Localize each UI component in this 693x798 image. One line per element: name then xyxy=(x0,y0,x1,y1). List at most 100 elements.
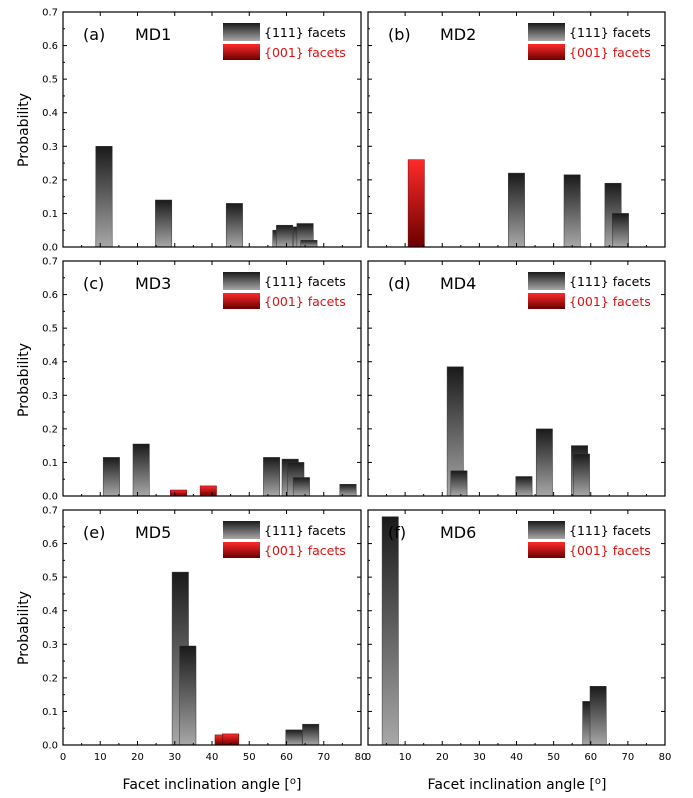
panel-f: 0 10 20 30 40 50 60 70 80 (f) MD6 {111} facets {001}… xyxy=(365,509,672,763)
y-tick-label: 0.0 xyxy=(42,492,58,503)
panel-a: 0.0 0.1 0.2 0.3 0.4 0.5 0.6 0.7 (a) MD1 {111} face… xyxy=(42,8,362,254)
bar-111-facet xyxy=(535,428,553,497)
x-axis-label-close: ] xyxy=(296,777,301,793)
legend-label-111: {111} facets xyxy=(264,523,346,538)
y-tick-label: 0.1 xyxy=(42,458,58,469)
bar-111-facet xyxy=(450,470,468,497)
bar-111-facet xyxy=(589,686,607,746)
x-axis-label-unit: o xyxy=(595,776,601,787)
legend-swatch-001 xyxy=(528,542,565,558)
legend-swatch-001 xyxy=(528,44,565,60)
bar-111-facet xyxy=(612,213,629,248)
y-tick-label: 0.2 xyxy=(42,424,58,435)
x-tick-label: 40 xyxy=(510,752,523,763)
y-tick-label: 0.6 xyxy=(42,41,58,52)
bar-111-facet xyxy=(179,645,197,746)
panel-label: (f) xyxy=(388,523,406,542)
x-tick-label: 40 xyxy=(206,752,219,763)
x-tick-label: 10 xyxy=(399,752,412,763)
bar-111-facet xyxy=(263,457,281,497)
x-axis-label-text: Facet inclination angle [ xyxy=(428,777,595,793)
bar-111-facet xyxy=(515,476,533,497)
panel-label: (a) xyxy=(83,25,105,44)
legend-label-111: {111} facets xyxy=(264,274,346,289)
bar-111-facet xyxy=(292,477,310,497)
legend-swatch-111 xyxy=(223,272,260,290)
x-axis-label-close: ] xyxy=(601,777,606,793)
y-tick-label: 0.4 xyxy=(42,108,58,119)
x-axis-label-left: Facet inclination angle [o] xyxy=(123,776,302,793)
panel-grid: 0.0 0.1 0.2 0.3 0.4 0.5 0.6 0.7 (a) MD1 {111} face… xyxy=(42,8,671,764)
x-axis-label-right: Facet inclination angle [o] xyxy=(428,776,607,793)
y-axis-label-bottom: Probability xyxy=(16,591,32,665)
x-tick-label: 60 xyxy=(280,752,293,763)
bar-001-facet xyxy=(407,159,425,248)
bar-111-facet xyxy=(155,199,173,248)
legend-swatch-111 xyxy=(528,272,565,290)
y-tick-label: 0.0 xyxy=(42,741,58,752)
bar-111-facet xyxy=(102,457,120,497)
legend-label-001: {001} facets xyxy=(569,294,651,309)
legend-swatch-111 xyxy=(223,521,260,539)
bar-111-facet xyxy=(563,174,581,248)
panel-label: (b) xyxy=(388,25,411,44)
panel-label: (e) xyxy=(83,523,105,542)
y-tick-label: 0.3 xyxy=(42,391,58,402)
legend-swatch-111 xyxy=(528,521,565,539)
legend-label-001: {001} facets xyxy=(569,45,651,60)
x-tick-label: 60 xyxy=(584,752,597,763)
y-tick-label: 0.0 xyxy=(42,243,58,254)
bar-111-facet xyxy=(300,240,318,248)
panel-e: 0.0 0.1 0.2 0.3 0.4 0.5 0.6 0.7 0 10 20 30 40 50 60 70 8… xyxy=(42,506,367,764)
x-tick-label: 80 xyxy=(659,752,672,763)
y-tick-label: 0.4 xyxy=(42,357,58,368)
y-tick-label: 0.6 xyxy=(42,539,58,550)
x-axis-label-text: Facet inclination angle [ xyxy=(123,777,290,793)
y-tick-label: 0.5 xyxy=(42,75,58,86)
legend-label-001: {001} facets xyxy=(264,45,346,60)
y-tick-label: 0.7 xyxy=(42,8,58,19)
x-tick-label: 20 xyxy=(436,752,449,763)
panel-label: (d) xyxy=(388,274,411,293)
x-tick-label: 50 xyxy=(547,752,560,763)
legend-swatch-111 xyxy=(528,23,565,41)
legend-swatch-001 xyxy=(528,293,565,309)
panel-title: MD5 xyxy=(135,523,171,542)
legend-swatch-001 xyxy=(223,293,260,309)
panel-d: (d) MD4 {111} facets {001} facets xyxy=(367,260,666,497)
bar-111-facet xyxy=(132,443,150,497)
bar-111-facet xyxy=(285,729,303,746)
panel-title: MD1 xyxy=(135,25,171,44)
y-tick-label: 0.7 xyxy=(42,257,58,268)
x-tick-label: 30 xyxy=(473,752,486,763)
legend-label-001: {001} facets xyxy=(264,294,346,309)
y-tick-label: 0.1 xyxy=(42,209,58,220)
legend-label-001: {001} facets xyxy=(569,543,651,558)
legend-swatch-001 xyxy=(223,542,260,558)
legend-swatch-001 xyxy=(223,44,260,60)
bar-111-facet xyxy=(508,172,525,248)
bar-111-facet xyxy=(381,516,399,746)
panel-b: (b) MD2 {111} facets {001} facets xyxy=(367,11,666,248)
panel-title: MD6 xyxy=(440,523,476,542)
x-tick-label: 70 xyxy=(622,752,635,763)
bar-111-facet xyxy=(276,224,294,248)
bar-111-facet xyxy=(225,203,243,248)
panel-title: MD2 xyxy=(440,25,476,44)
bar-001-facet xyxy=(199,485,217,497)
x-tick-label: 50 xyxy=(243,752,256,763)
legend-label-111: {111} facets xyxy=(569,523,651,538)
y-tick-label: 0.6 xyxy=(42,290,58,301)
bar-111-facet xyxy=(95,146,113,248)
y-axis-label-middle: Probability xyxy=(16,343,32,417)
legend-swatch-111 xyxy=(223,23,260,41)
y-tick-label: 0.2 xyxy=(42,673,58,684)
legend-label-111: {111} facets xyxy=(264,25,346,40)
x-tick-label: 70 xyxy=(317,752,330,763)
x-tick-label: 30 xyxy=(168,752,181,763)
x-tick-label: 20 xyxy=(131,752,144,763)
bar-111-facet xyxy=(302,723,320,746)
y-tick-label: 0.4 xyxy=(42,606,58,617)
legend-label-001: {001} facets xyxy=(264,543,346,558)
panel-title: MD3 xyxy=(135,274,171,293)
